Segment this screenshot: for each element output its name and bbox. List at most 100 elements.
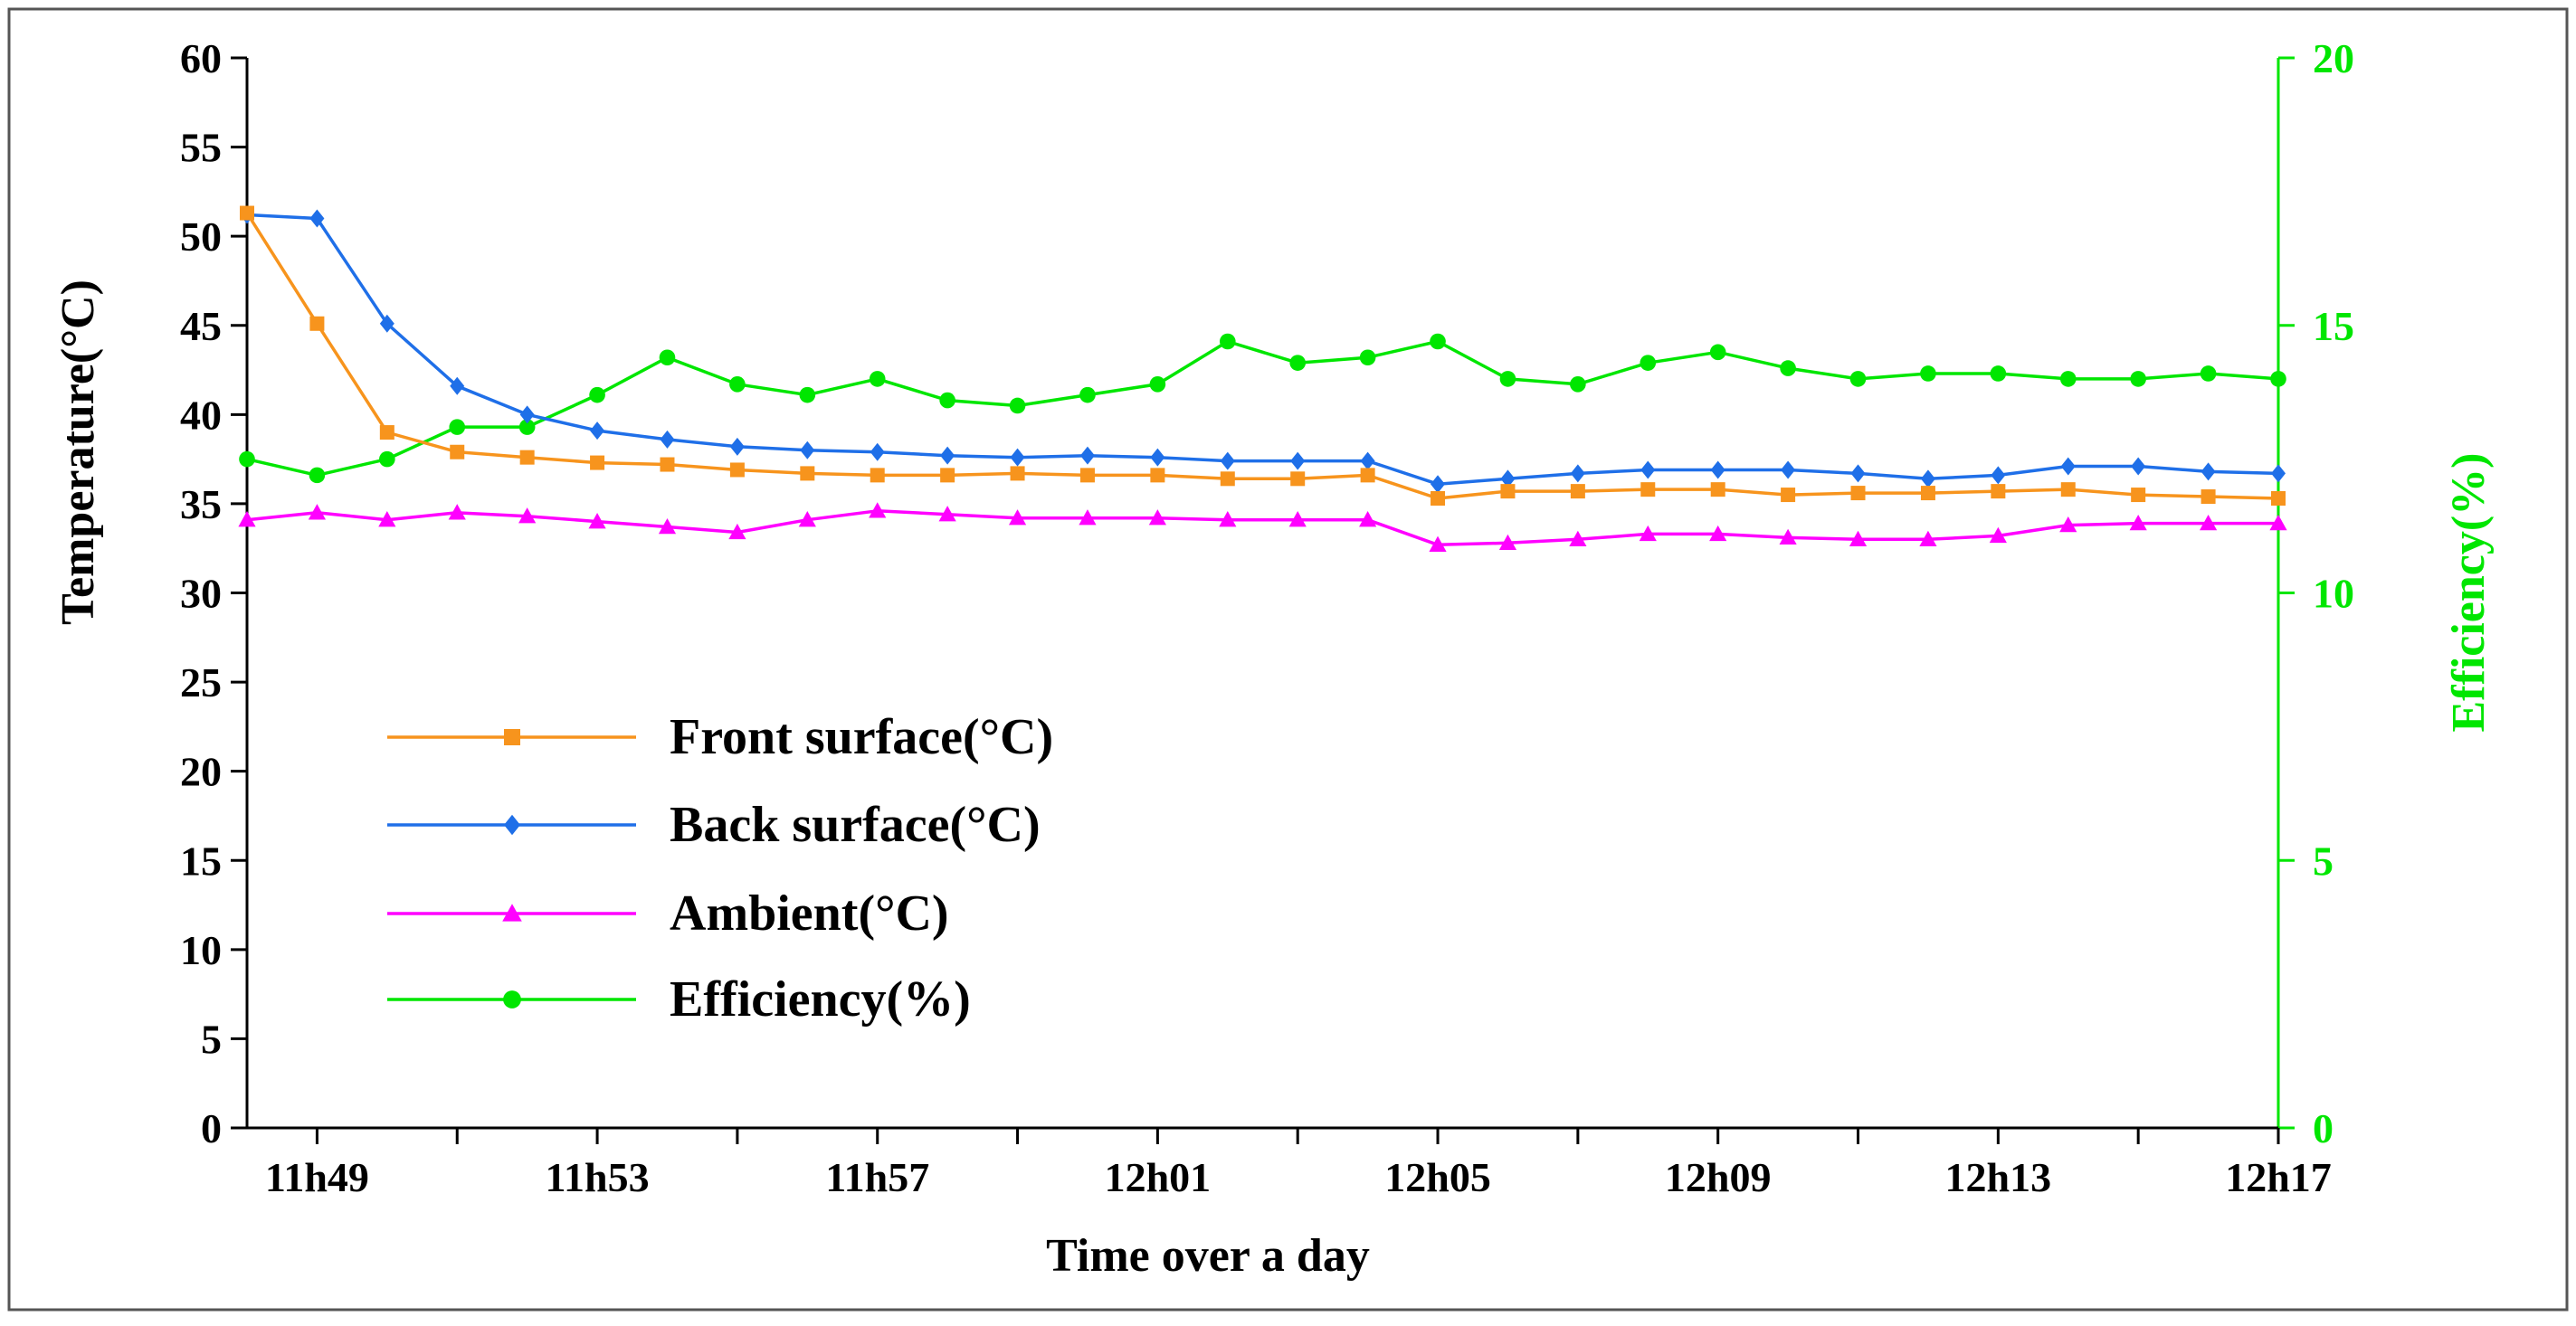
series-line <box>245 212 2279 500</box>
data-point <box>1009 397 1026 414</box>
data-point <box>2271 491 2286 507</box>
data-point <box>1920 365 1936 382</box>
data-point <box>2129 515 2147 531</box>
legend-marker <box>503 990 521 1009</box>
data-point <box>1710 482 1725 497</box>
data-point <box>2199 515 2218 531</box>
data-point <box>590 455 605 470</box>
data-point <box>1149 376 1166 393</box>
y2-axis-title: Efficiency(%) <box>2443 452 2495 732</box>
data-point <box>1709 525 1727 542</box>
data-point <box>1359 349 1376 366</box>
data-point <box>1359 511 1377 527</box>
data-point <box>379 314 394 333</box>
data-point <box>589 386 605 403</box>
data-point <box>2130 371 2146 387</box>
data-point <box>729 437 745 456</box>
data-point <box>1570 484 1585 499</box>
data-point <box>2270 371 2286 387</box>
data-point <box>1220 471 1235 487</box>
y-tick-label: 20 <box>180 749 222 795</box>
data-point <box>1499 371 1516 387</box>
data-point <box>729 462 745 478</box>
data-point <box>1570 464 1585 483</box>
y-tick-label: 15 <box>180 838 222 884</box>
data-point <box>1290 471 1306 487</box>
legend-label: Front surface(°C) <box>670 709 1053 765</box>
y-tick-label: 30 <box>180 571 222 617</box>
data-point <box>1289 355 1307 371</box>
series-layer <box>238 205 2287 552</box>
legend-label: Efficiency(%) <box>670 971 971 1028</box>
series-line <box>246 509 2278 547</box>
data-point <box>870 468 885 483</box>
data-point <box>2131 457 2146 476</box>
data-point <box>1150 468 1165 483</box>
data-point <box>1079 468 1095 483</box>
data-point <box>1780 360 1796 376</box>
data-point <box>1849 530 1868 547</box>
legend-marker <box>504 729 520 745</box>
y-tick-label: 0 <box>201 1105 222 1151</box>
data-point <box>379 450 395 468</box>
data-point <box>590 421 605 440</box>
x-tick-label: 11h49 <box>265 1154 369 1200</box>
data-point <box>450 444 465 459</box>
data-point <box>798 511 816 527</box>
legend-marker <box>502 904 522 922</box>
data-point <box>659 349 676 366</box>
data-point <box>940 446 955 465</box>
data-point <box>309 316 325 331</box>
data-point <box>1148 509 1166 526</box>
series-line <box>246 213 2279 486</box>
data-point <box>448 504 466 520</box>
data-point <box>869 502 887 518</box>
data-point <box>1920 469 1935 488</box>
x-tick-label: 11h53 <box>546 1154 650 1200</box>
x-tick-label: 12h01 <box>1105 1154 1212 1200</box>
data-point <box>2060 457 2076 476</box>
data-point <box>729 376 746 393</box>
data-point <box>1920 486 1935 501</box>
y-tick-label: 60 <box>180 35 222 81</box>
y-axis-title: Temperature(°C) <box>52 279 104 625</box>
data-point <box>870 442 885 461</box>
legend: Front surface(°C) Back surface(°C) Ambient… <box>387 709 1053 1028</box>
data-point <box>378 511 396 527</box>
data-point <box>1219 511 1237 527</box>
data-point <box>2059 516 2077 533</box>
data-point <box>518 507 537 524</box>
x-tick-label: 12h13 <box>1945 1154 2052 1200</box>
series-2 <box>238 502 2287 552</box>
data-point <box>1360 451 1375 470</box>
data-point <box>658 517 677 535</box>
data-point <box>1430 333 1446 350</box>
data-point <box>449 419 466 435</box>
data-point <box>588 513 606 529</box>
data-point <box>800 466 815 481</box>
data-point <box>1781 460 1796 479</box>
data-point <box>1008 509 1027 526</box>
data-point <box>2059 371 2077 387</box>
data-point <box>660 430 675 449</box>
data-point <box>1639 525 1657 542</box>
data-point <box>450 376 465 395</box>
data-point <box>308 504 327 520</box>
data-point <box>1850 464 1866 483</box>
data-point <box>1431 491 1446 507</box>
x-axis-title: Time over a day <box>1046 1230 1370 1282</box>
data-point <box>938 506 956 522</box>
legend-label: Back surface(°C) <box>670 797 1041 853</box>
data-point <box>1640 482 1656 497</box>
data-point <box>518 419 536 435</box>
y-tick-label: 5 <box>201 1016 222 1062</box>
data-point <box>1429 535 1447 552</box>
data-point <box>1079 509 1097 526</box>
y-tick-label: 35 <box>180 481 222 527</box>
series-3 <box>239 333 2286 484</box>
data-point <box>1640 355 1657 371</box>
data-point <box>1781 488 1796 503</box>
data-point <box>1569 530 1587 547</box>
legend-label: Ambient(°C) <box>670 886 949 942</box>
